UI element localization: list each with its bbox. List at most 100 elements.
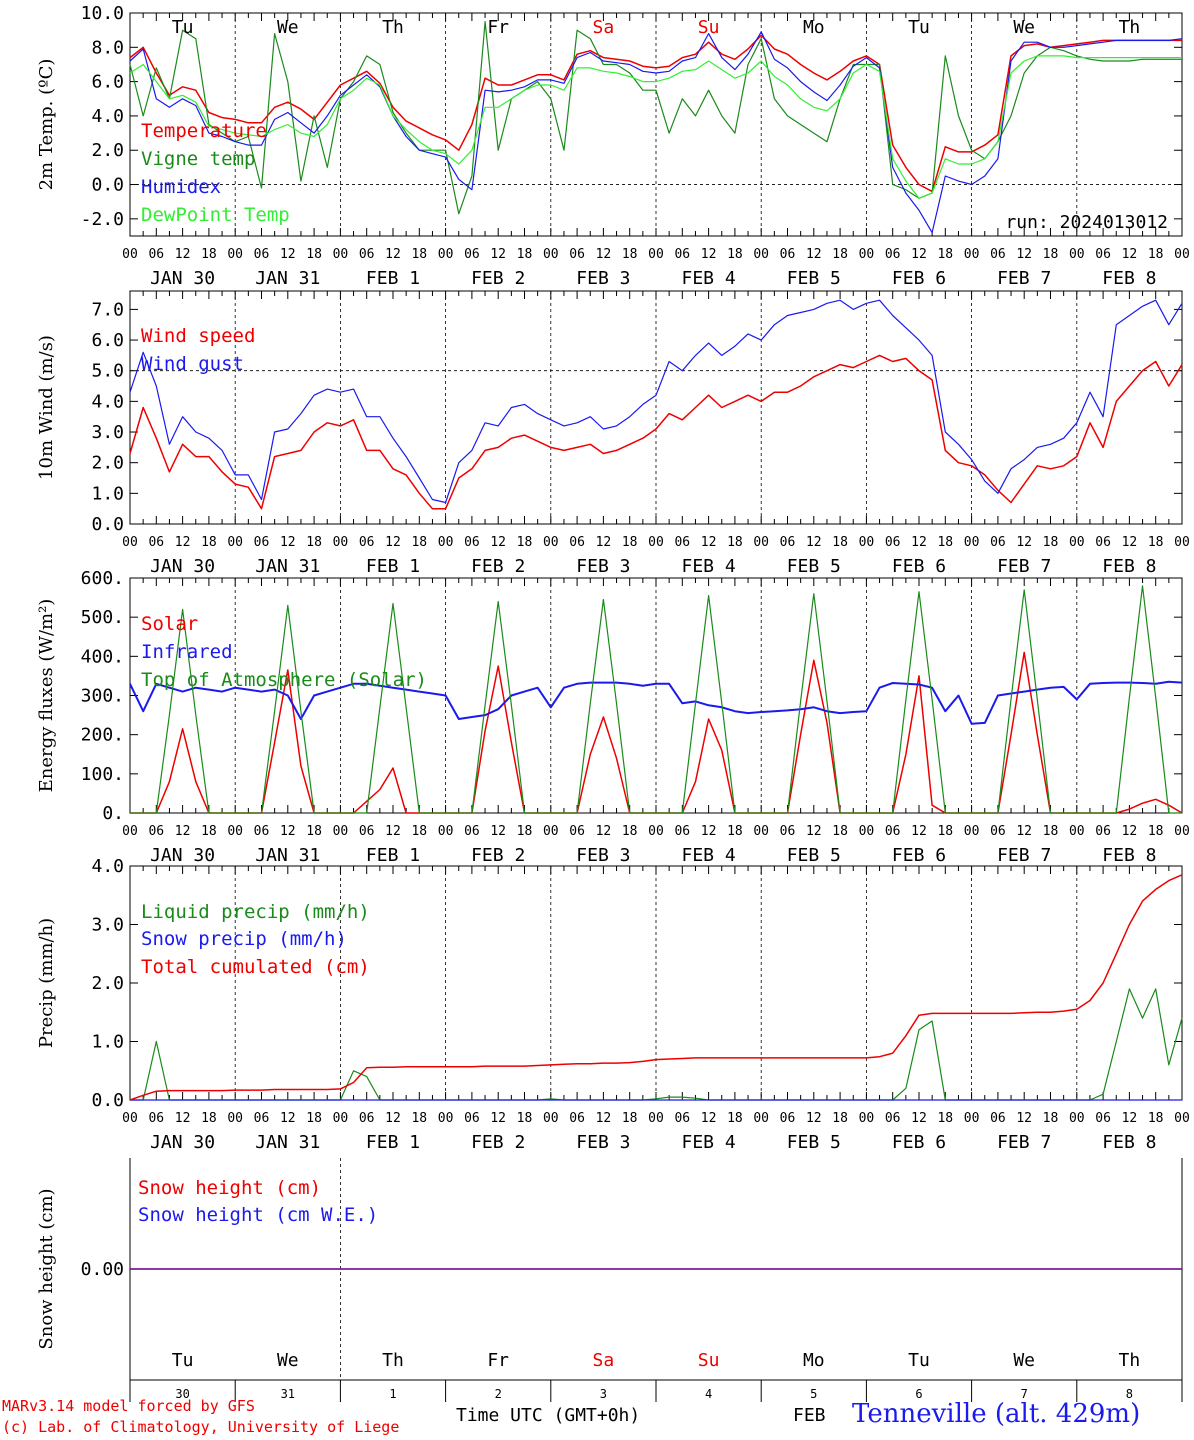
- hour-tick-label: 06: [464, 1111, 480, 1126]
- run-label: run: 2024013012: [1005, 212, 1168, 233]
- y-axis-title: Snow height (cm): [36, 1188, 57, 1349]
- day-number-label: 5: [810, 1387, 817, 1401]
- hour-tick-label: 06: [674, 535, 690, 550]
- y-tick-label: 3.0: [91, 915, 124, 936]
- y-tick-label: 0.: [102, 803, 124, 824]
- y-tick-label: -2.0: [81, 209, 124, 230]
- hour-tick-label: 06: [464, 247, 480, 262]
- hour-tick-label: 00: [543, 535, 559, 550]
- hour-tick-label: 06: [359, 535, 375, 550]
- hour-tick-label: 00: [543, 247, 559, 262]
- y-tick-label: 1.0: [91, 483, 124, 504]
- hour-tick-label: 00: [333, 535, 349, 550]
- hour-tick-label: 18: [411, 247, 427, 262]
- weekday-label: Tu: [908, 17, 930, 38]
- hour-tick-label: 06: [254, 247, 270, 262]
- series-line-wind-speed: [129, 354, 1183, 510]
- hour-tick-label: 06: [674, 1111, 690, 1126]
- series-line-vigne-temp: [129, 21, 1182, 215]
- hour-tick-label: 00: [543, 1111, 559, 1126]
- weekday-label: Tu: [172, 1350, 194, 1371]
- weekday-label: We: [1013, 1350, 1035, 1371]
- hour-tick-label: 00: [859, 1111, 875, 1126]
- y-tick-label: 200.: [81, 725, 124, 746]
- y-tick-label: 1.0: [91, 1032, 124, 1053]
- hour-tick-label: 18: [727, 824, 743, 839]
- weekday-label: We: [277, 1350, 299, 1371]
- date-label: FEB 2: [471, 845, 525, 866]
- date-label: JAN 30: [150, 268, 215, 289]
- hour-tick-label: 00: [859, 824, 875, 839]
- hour-tick-label: 12: [596, 247, 612, 262]
- hour-tick-label: 06: [254, 824, 270, 839]
- y-tick-label: 400.: [81, 646, 124, 667]
- hour-tick-label: 12: [385, 1111, 401, 1126]
- date-label: JAN 30: [150, 845, 215, 866]
- hour-tick-label: 12: [175, 1111, 191, 1126]
- hour-tick-label: 12: [911, 535, 927, 550]
- hour-tick-label: 12: [911, 824, 927, 839]
- credit-line-1: MARv3.14 model forced by GFS: [2, 1397, 255, 1415]
- y-tick-label: 0.0: [91, 175, 124, 196]
- y-axis-title: Precip (mm/h): [36, 918, 57, 1048]
- hour-tick-label: 12: [701, 1111, 717, 1126]
- hour-tick-label: 12: [385, 535, 401, 550]
- hour-tick-label: 06: [1095, 247, 1111, 262]
- date-label: FEB 5: [787, 1132, 841, 1153]
- hour-tick-label: 06: [359, 1111, 375, 1126]
- series-line-dewpoint-temp: [129, 55, 1182, 199]
- hour-tick-label: 12: [806, 247, 822, 262]
- date-label: FEB 1: [366, 556, 420, 577]
- month-label: FEB: [793, 1405, 826, 1426]
- hour-tick-label: 12: [175, 247, 191, 262]
- hour-tick-label: 00: [438, 824, 454, 839]
- date-label: FEB 8: [1102, 268, 1156, 289]
- y-tick-label: 10.0: [81, 3, 124, 24]
- hour-tick-label: 00: [122, 824, 138, 839]
- y-tick-label: 100.: [81, 764, 124, 785]
- legend-snow-precip-mm-h-: Snow precip (mm/h): [141, 928, 347, 950]
- date-label: FEB 7: [997, 1132, 1051, 1153]
- hour-tick-label: 12: [280, 824, 296, 839]
- hour-tick-label: 18: [306, 1111, 322, 1126]
- hour-tick-label: 12: [911, 1111, 927, 1126]
- hour-tick-label: 18: [1148, 1111, 1164, 1126]
- hour-tick-label: 00: [122, 247, 138, 262]
- hour-tick-label: 00: [227, 535, 243, 550]
- hour-tick-label: 06: [254, 535, 270, 550]
- hour-tick-label: 00: [227, 247, 243, 262]
- date-label: FEB 7: [997, 556, 1051, 577]
- y-tick-label: 8.0: [91, 37, 124, 58]
- date-label: FEB 1: [366, 845, 420, 866]
- hour-tick-label: 18: [1043, 247, 1059, 262]
- hour-tick-label: 18: [517, 247, 533, 262]
- date-label: FEB 6: [892, 268, 946, 289]
- hour-tick-label: 00: [1174, 824, 1190, 839]
- date-label: FEB 3: [576, 556, 630, 577]
- weekday-label: We: [277, 17, 299, 38]
- hour-tick-label: 06: [148, 824, 164, 839]
- date-label: FEB 5: [787, 268, 841, 289]
- hour-tick-label: 06: [780, 247, 796, 262]
- legend-vigne-temp: Vigne temp: [141, 148, 255, 170]
- y-tick-label: 0.0: [91, 1090, 124, 1111]
- legend-total-cumulated-cm-: Total cumulated (cm): [141, 956, 370, 978]
- date-label: FEB 6: [892, 1132, 946, 1153]
- legend-liquid-precip-mm-h-: Liquid precip (mm/h): [141, 901, 370, 923]
- hour-tick-label: 06: [885, 247, 901, 262]
- date-label: JAN 30: [150, 1132, 215, 1153]
- hour-tick-label: 06: [1095, 1111, 1111, 1126]
- hour-tick-label: 18: [622, 824, 638, 839]
- y-tick-label: 600.: [81, 568, 124, 589]
- hour-tick-label: 00: [753, 1111, 769, 1126]
- hour-tick-label: 06: [674, 247, 690, 262]
- station-name: Tenneville (alt. 429m): [852, 1399, 1141, 1429]
- hour-tick-label: 12: [490, 247, 506, 262]
- date-label: FEB 3: [576, 845, 630, 866]
- hour-tick-label: 18: [411, 535, 427, 550]
- x-axis-title: Time UTC (GMT+0h): [456, 1405, 641, 1426]
- date-label: FEB 5: [787, 845, 841, 866]
- hour-tick-label: 12: [1016, 824, 1032, 839]
- legend-humidex: Humidex: [141, 176, 221, 198]
- hour-tick-label: 12: [280, 535, 296, 550]
